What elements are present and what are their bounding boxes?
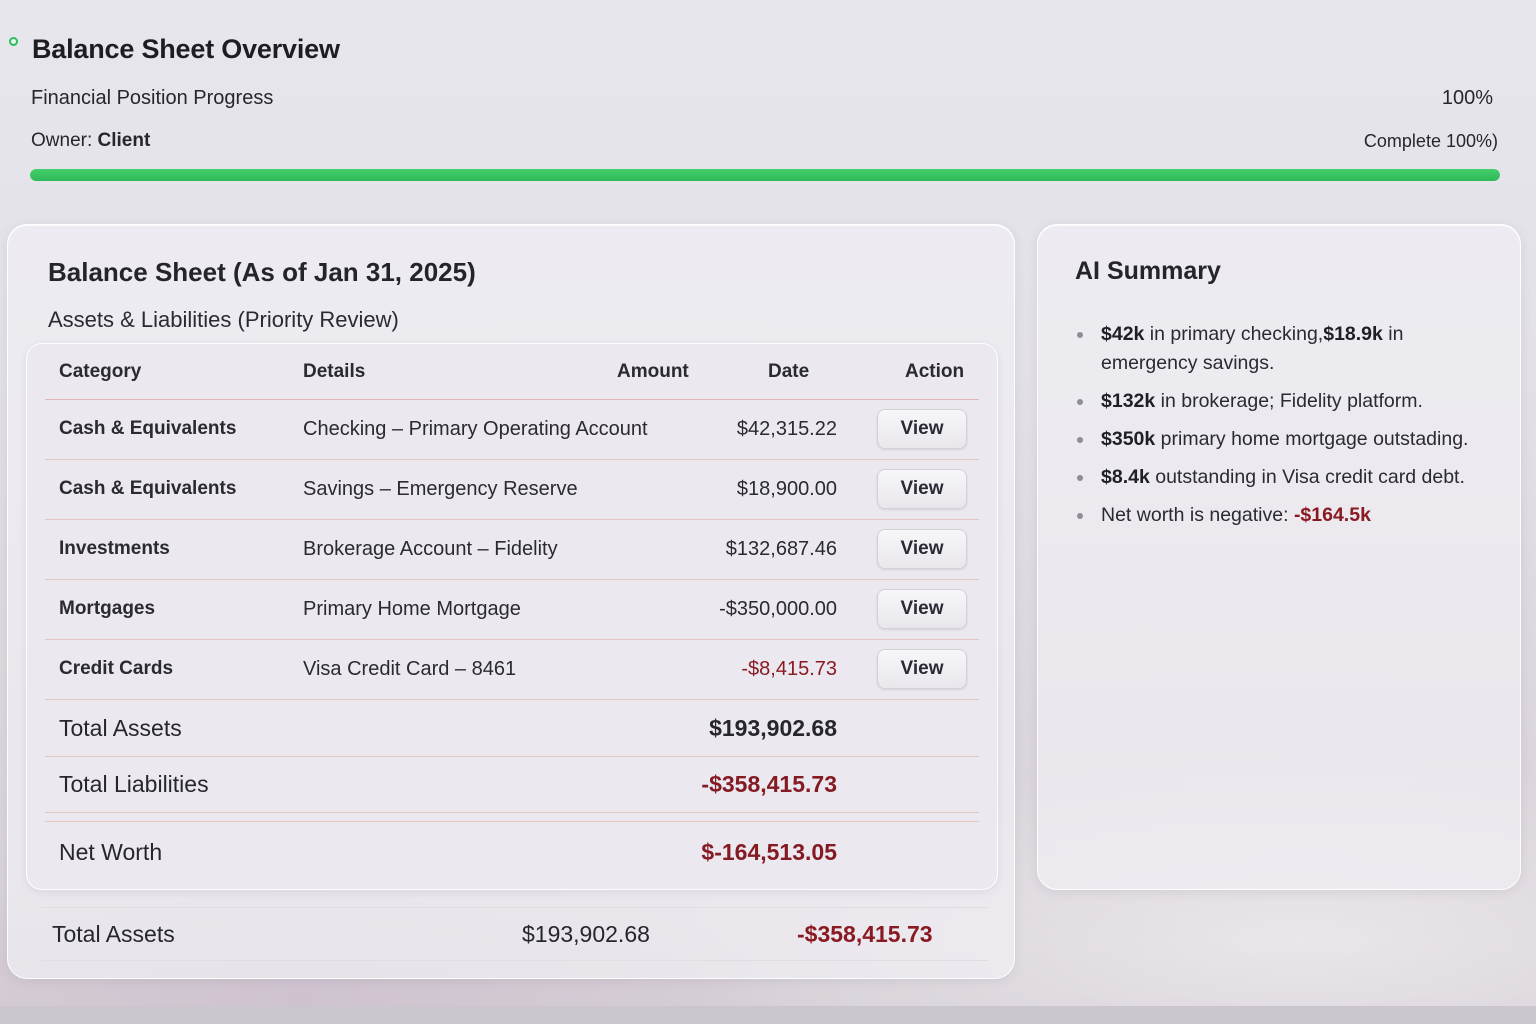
bullet-icon bbox=[1077, 332, 1083, 338]
summary-highlight-negative: -$164.5k bbox=[1293, 504, 1371, 526]
progress-percent: 100% bbox=[1441, 87, 1493, 109]
row-category: Cash & Equivalents bbox=[59, 418, 237, 439]
footer-total-liabilities-value: -$358,415.73 bbox=[797, 921, 933, 947]
total-liabilities-row: Total Liabilities -$358,415.73 bbox=[45, 757, 979, 813]
view-button[interactable]: View bbox=[877, 529, 967, 569]
total-assets-row: Total Assets $193,902.68 bbox=[45, 700, 979, 757]
summary-text: in emergency savings. bbox=[1101, 323, 1404, 374]
progress-bar bbox=[30, 169, 1500, 181]
net-worth-value: $-164,513.05 bbox=[701, 839, 837, 865]
summary-item: $132k in brokerage; Fidelity platform. bbox=[1075, 387, 1505, 416]
view-button[interactable]: View bbox=[877, 469, 967, 509]
column-header-action: Action bbox=[905, 361, 965, 382]
total-liabilities-label: Total Liabilities bbox=[59, 771, 209, 797]
row-amount: -$8,415.73 bbox=[741, 658, 837, 680]
row-details: Savings – Emergency Reserve bbox=[303, 478, 578, 500]
summary-item: $42k in primary checking,$18.9k in emerg… bbox=[1075, 320, 1505, 378]
owner-value: Client bbox=[97, 130, 151, 151]
table-row: Mortgages Primary Home Mortgage -$350,00… bbox=[45, 580, 979, 640]
table-row: Cash & Equivalents Savings – Emergency R… bbox=[45, 460, 979, 520]
header-divider bbox=[45, 399, 979, 400]
ai-summary-panel: AI Summary $42k in primary checking,$18.… bbox=[1037, 224, 1521, 890]
bottom-strip bbox=[0, 1006, 1536, 1024]
balance-sheet-panel: Balance Sheet (As of Jan 31, 2025) Asset… bbox=[7, 224, 1015, 979]
summary-highlight: $132k bbox=[1101, 390, 1156, 412]
summary-text: in primary checking, bbox=[1144, 323, 1324, 345]
row-amount: -$350,000.00 bbox=[719, 598, 837, 620]
row-details: Primary Home Mortgage bbox=[303, 598, 521, 620]
summary-text: outstanding in Visa credit card debt. bbox=[1149, 466, 1465, 488]
progress-bar-fill bbox=[30, 169, 1500, 181]
row-amount: $42,315.22 bbox=[736, 418, 837, 440]
total-assets-label: Total Assets bbox=[59, 715, 182, 741]
view-button[interactable]: View bbox=[877, 649, 967, 689]
table-row: Credit Cards Visa Credit Card – 8461 -$8… bbox=[45, 640, 979, 700]
column-header-category: Category bbox=[59, 361, 142, 382]
total-liabilities-value: -$358,415.73 bbox=[701, 771, 837, 797]
footer-totals-row: Total Assets $193,902.68 -$358,415.73 bbox=[42, 907, 988, 961]
row-amount: $132,687.46 bbox=[725, 538, 837, 560]
net-worth-label: Net Worth bbox=[59, 839, 163, 865]
complete-text: Complete 100%) bbox=[1363, 131, 1498, 151]
row-details: Visa Credit Card – 8461 bbox=[303, 658, 517, 680]
row-category: Investments bbox=[59, 538, 170, 559]
owner-line: Owner: Client bbox=[31, 130, 150, 152]
bullet-icon bbox=[1077, 475, 1083, 481]
footer-total-assets-value: $193,902.68 bbox=[522, 921, 650, 947]
progress-label: Financial Position Progress bbox=[31, 87, 274, 109]
summary-text: Net worth is negative: bbox=[1101, 504, 1294, 526]
row-amount: $18,900.00 bbox=[736, 478, 837, 500]
row-category: Cash & Equivalents bbox=[59, 478, 237, 499]
table-row: Investments Brokerage Account – Fidelity… bbox=[45, 520, 979, 580]
summary-text: in brokerage; Fidelity platform. bbox=[1155, 390, 1423, 412]
table-row: Cash & Equivalents Checking – Primary Op… bbox=[45, 400, 979, 460]
ai-summary-list: $42k in primary checking,$18.9k in emerg… bbox=[1075, 320, 1505, 539]
ai-summary-title: AI Summary bbox=[1075, 257, 1221, 285]
row-category: Credit Cards bbox=[59, 658, 174, 679]
column-header-details: Details bbox=[303, 361, 366, 382]
footer-total-assets-label: Total Assets bbox=[52, 921, 175, 947]
row-details: Checking – Primary Operating Account bbox=[303, 418, 648, 440]
status-dot-icon bbox=[9, 37, 18, 46]
balance-sheet-title: Balance Sheet (As of Jan 31, 2025) bbox=[48, 257, 476, 287]
bullet-icon bbox=[1077, 437, 1083, 443]
balance-table: Category Details Amount Date Action Cash… bbox=[26, 343, 998, 890]
column-header-amount: Amount bbox=[617, 361, 689, 382]
summary-text: primary home mortgage outstading. bbox=[1155, 428, 1469, 450]
bullet-icon bbox=[1077, 513, 1083, 519]
view-button[interactable]: View bbox=[877, 589, 967, 629]
summary-highlight: $8.4k bbox=[1101, 466, 1150, 488]
total-assets-value: $193,902.68 bbox=[709, 715, 837, 741]
view-button[interactable]: View bbox=[877, 409, 967, 449]
summary-item: $8.4k outstanding in Visa credit card de… bbox=[1075, 463, 1505, 492]
column-header-date: Date bbox=[768, 361, 810, 382]
balance-sheet-subtitle: Assets & Liabilities (Priority Review) bbox=[48, 307, 399, 332]
row-category: Mortgages bbox=[59, 598, 156, 619]
net-worth-row: Net Worth $-164,513.05 bbox=[45, 821, 979, 885]
owner-label: Owner: bbox=[31, 130, 93, 151]
row-details: Brokerage Account – Fidelity bbox=[303, 538, 558, 560]
page-title: Balance Sheet Overview bbox=[32, 34, 340, 64]
bullet-icon bbox=[1077, 399, 1083, 405]
table-header: Category Details Amount Date Action bbox=[27, 344, 997, 400]
summary-highlight: $42k bbox=[1101, 323, 1145, 345]
summary-item: Net worth is negative: -$164.5k bbox=[1075, 501, 1505, 530]
summary-item: $350k primary home mortgage outstading. bbox=[1075, 425, 1505, 454]
summary-highlight: $18.9k bbox=[1323, 323, 1383, 345]
summary-highlight: $350k bbox=[1101, 428, 1156, 450]
